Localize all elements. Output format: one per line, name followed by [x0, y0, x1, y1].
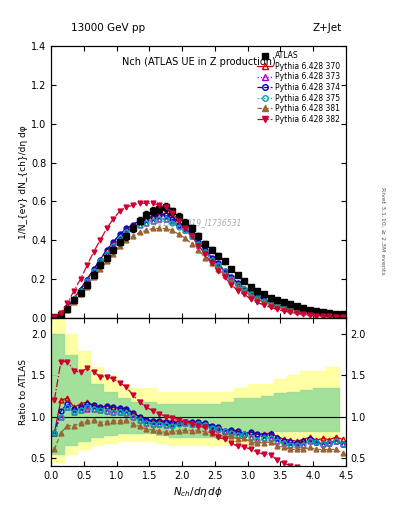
Text: 13000 GeV pp: 13000 GeV pp [71, 23, 145, 33]
Text: Nch (ATLAS UE in Z production): Nch (ATLAS UE in Z production) [121, 57, 275, 67]
X-axis label: $N_{ch}/d\eta\,d\phi$: $N_{ch}/d\eta\,d\phi$ [173, 485, 224, 499]
Text: ATLAS_2019_I1736531: ATLAS_2019_I1736531 [155, 218, 242, 227]
Text: Z+Jet: Z+Jet [313, 23, 342, 33]
Y-axis label: Ratio to ATLAS: Ratio to ATLAS [19, 359, 28, 425]
Y-axis label: 1/N_{ev} dN_{ch}/dη dφ: 1/N_{ev} dN_{ch}/dη dφ [19, 125, 28, 239]
Legend: ATLAS, Pythia 6.428 370, Pythia 6.428 373, Pythia 6.428 374, Pythia 6.428 375, P: ATLAS, Pythia 6.428 370, Pythia 6.428 37… [255, 50, 342, 125]
Text: Rivet 3.1.10, ≥ 2.3M events: Rivet 3.1.10, ≥ 2.3M events [381, 186, 386, 274]
